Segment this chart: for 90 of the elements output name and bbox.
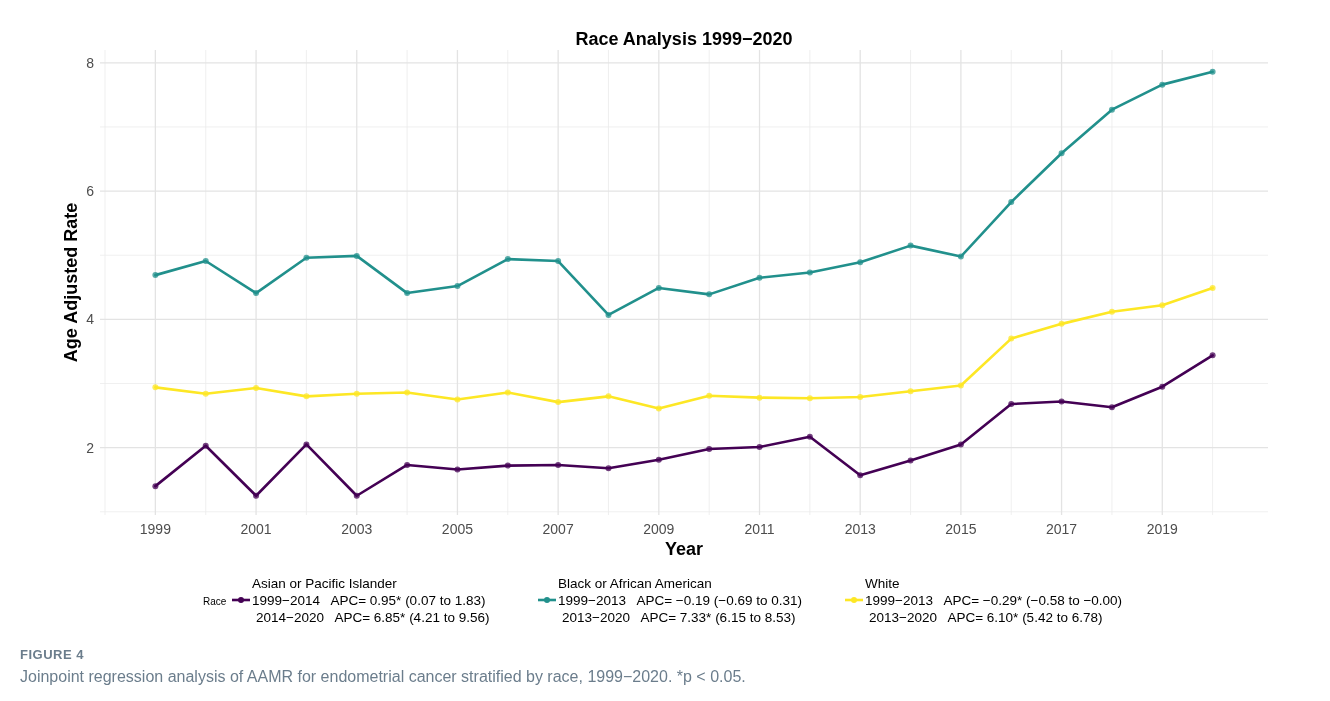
point [806,269,813,276]
point [655,405,662,412]
point [1159,81,1166,88]
point [353,492,360,499]
y-tick-label: 8 [86,54,95,71]
legend-label: Black or African American 1999−2013 APC= −0.19 (−0.69 to 0.31) 2013−2020 APC= 7.33* (6.15 to 8.53) [558,576,802,625]
point [1159,302,1166,309]
point [605,393,612,400]
point [303,441,310,448]
legend-title: Race [203,596,227,607]
y-tick-label: 4 [86,311,95,328]
point [806,395,813,402]
point [756,444,763,451]
x-axis-title: Year [664,539,704,559]
point [706,445,713,452]
point [706,291,713,298]
point [303,393,310,400]
point [504,389,511,396]
point [353,390,360,397]
point [1108,308,1115,315]
x-tick-label: 2007 [542,521,574,537]
point [555,461,562,468]
point [857,259,864,266]
point [404,461,411,468]
point [605,311,612,318]
point [303,254,310,261]
x-tick-label: 1999 [139,521,172,537]
point [454,466,461,473]
legend-label: Asian or Pacific Islander 1999−2014 APC= 0.95* (0.07 to 1.83) 2014−2020 APC= 6.85* (4.21 to 9.56) [252,576,490,625]
point [253,290,260,297]
caption: FIGURE 4 [20,647,85,662]
point [152,272,159,279]
point [756,274,763,281]
point [706,392,713,399]
point [957,253,964,260]
y-tick-label: 2 [86,439,95,456]
chart-title: Race Analysis 1999−2020 [575,29,793,49]
point [1209,68,1216,75]
point [152,384,159,391]
point [504,256,511,263]
point [555,258,562,265]
point [253,385,260,392]
point [1108,106,1115,113]
point [152,483,159,490]
point [907,457,914,464]
point [1209,284,1216,291]
point [957,382,964,389]
point [1058,320,1065,327]
point [655,284,662,291]
point [907,388,914,395]
point [806,433,813,440]
x-tick-label: 2019 [1146,521,1179,537]
point [504,462,511,469]
point [353,252,360,259]
point [202,390,209,397]
x-tick-label: 2005 [441,521,474,537]
point [857,393,864,400]
point [1008,401,1015,408]
x-tick-label: 2003 [341,521,373,537]
point [1058,150,1065,157]
point [404,290,411,297]
text: Joinpoint regression analysis of AAMR for endometrial cancer stratified by race, 1999−2020. *p < 0.05. [20,668,746,685]
point [202,442,209,449]
x-tick-label: 2001 [240,521,272,537]
y-tick-label: 6 [86,183,95,200]
point [454,396,461,403]
point [1058,398,1065,405]
point [253,492,260,499]
point [756,394,763,401]
point [605,465,612,472]
point [1008,199,1015,206]
x-tick-label: 2017 [1046,521,1078,537]
point [1008,335,1015,342]
x-tick-label: 2011 [744,521,775,537]
x-tick-label: 2013 [844,521,876,537]
point [555,399,562,406]
point [202,258,209,265]
point [1209,352,1216,359]
point [404,389,411,396]
point [1159,383,1166,390]
point [655,456,662,463]
x-tick-label: 2015 [945,521,977,537]
point [957,441,964,448]
legend-label: White 1999−2013 APC= −0.29* (−0.58 to −0.00) 2013−2020 APC= 6.10* (5.42 to 6.78) [865,576,1123,625]
point [907,242,914,249]
point [1108,404,1115,411]
point [857,472,864,479]
y-axis-title: Age Adjusted Rate [61,202,81,363]
x-tick-label: 2009 [643,521,675,537]
point [454,283,461,290]
